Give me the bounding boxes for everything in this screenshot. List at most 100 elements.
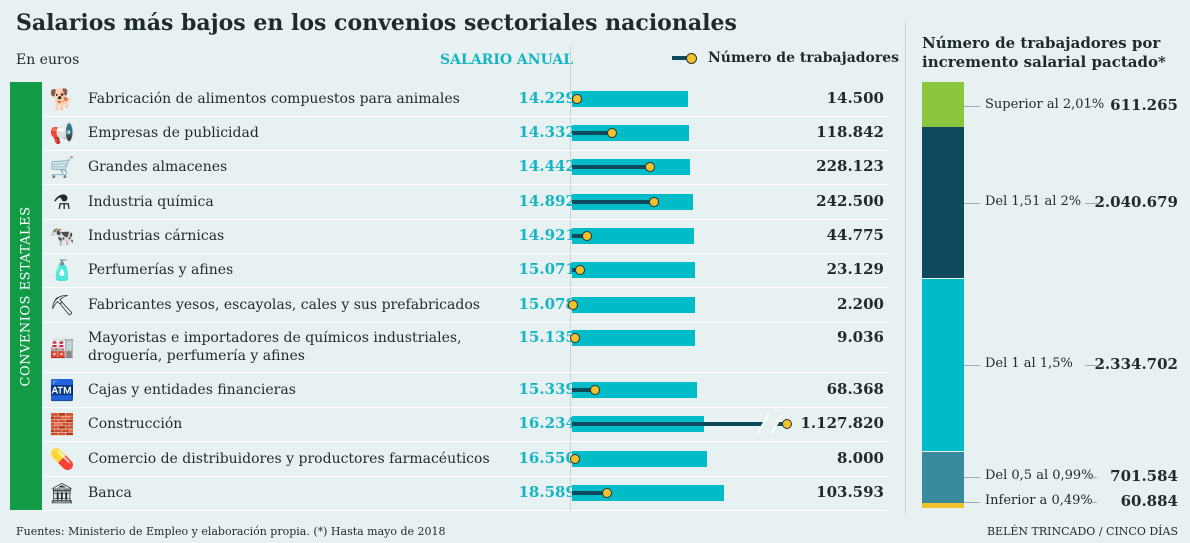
workers-line [572, 234, 588, 238]
table-row: 🏧 Cajas y entidades financieras 15.339,28 6… [42, 372, 888, 407]
workers-dot [582, 231, 593, 241]
row-label-line: Grandes almacenes [88, 159, 228, 175]
row-label: Fabricación de alimentos compuestos para… [88, 90, 460, 108]
salary-column-header: SALARIO ANUAL [440, 52, 574, 68]
value-leader [1085, 365, 1097, 366]
sources-footer: Fuentes: Ministerio de Empleo y elaborac… [16, 525, 446, 538]
workers-value: 1.127.820 [800, 414, 884, 432]
salary-bar [572, 91, 688, 107]
workers-line [572, 387, 596, 392]
row-label: Industria química [88, 193, 214, 211]
workers-value: 14.500 [826, 89, 884, 107]
workers-line [572, 491, 608, 495]
workers-value: 68.368 [826, 379, 884, 398]
row-label-line: Comercio de distribuidores y productores… [88, 450, 490, 467]
segment-value: 2.334.702 [1094, 355, 1178, 373]
segment-connector [964, 501, 980, 503]
workers-dot [571, 94, 582, 104]
chart-title: Salarios más bajos en los convenios sect… [16, 10, 737, 36]
row-label: Industrias cárnicas [88, 227, 224, 245]
stack-segment [922, 127, 964, 279]
stack-segment [922, 82, 964, 128]
row-label-line: Banca [88, 485, 132, 501]
row-label: Comercio de distribuidores y productores… [88, 450, 490, 468]
salary-bar [572, 296, 695, 313]
stack-segment [922, 278, 964, 452]
row-label-line: droguería, perfumería y afines [88, 348, 305, 364]
workers-dot [782, 419, 792, 429]
workers-dot [567, 299, 578, 310]
table-row: 🛒 Grandes almacenes 14.442,89 228.123 [42, 150, 888, 184]
shopping-cart-icon: 🛒 [49, 155, 75, 179]
side-label: CONVENIOS ESTATALES [18, 206, 34, 386]
row-separator [42, 219, 888, 220]
row-label: Perfumerías y afines [88, 261, 233, 279]
warehouse-icon: 🏭 [49, 335, 75, 359]
value-leader [1085, 202, 1097, 204]
row-label-line: Construcción [88, 416, 183, 432]
workers-dot [590, 384, 601, 395]
row-separator [42, 476, 888, 477]
stack-segment [922, 503, 964, 508]
table-row: ⛏ Fabricantes yesos, escayolas, cales y s… [42, 287, 888, 322]
credit: BELÉN TRINCADO / CINCO DÍAS [986, 525, 1178, 538]
workers-dot [569, 453, 580, 464]
segment-connector [964, 202, 980, 204]
trowel-bricks-icon: 🧱 [49, 412, 75, 436]
table-row: 🧴 Perfumerías y afines 15.071,36 23.129 [42, 253, 888, 287]
row-separator [42, 116, 888, 117]
workers-value: 103.593 [816, 483, 884, 501]
workers-value: 2.200 [837, 294, 884, 313]
table-row: 🐕 Fabricación de alimentos compuestos par… [42, 82, 888, 116]
cashier-icon: 🏧 [49, 377, 75, 402]
table-row: 📢 Empresas de publicidad 14.332,30 118.842 [42, 116, 888, 150]
workers-value: 8.000 [837, 448, 884, 467]
row-separator [42, 322, 888, 323]
salary-bar [572, 381, 697, 398]
segment-value: 611.265 [1110, 95, 1178, 114]
row-separator [42, 407, 888, 408]
workers-value: 9.036 [837, 328, 884, 346]
row-label: Empresas de publicidad [88, 124, 259, 142]
megaphone-icon: 📢 [49, 121, 75, 145]
row-label-line: Industria química [88, 193, 214, 210]
segment-value: 701.584 [1110, 467, 1178, 486]
dog-icon: 🐕 [49, 87, 75, 111]
salary-bar [572, 262, 695, 278]
segment-label: Del 1 al 1,5% [985, 356, 1073, 371]
workers-dot [574, 265, 585, 275]
segment-value: 2.040.679 [1094, 192, 1178, 211]
workers-dot [570, 333, 581, 343]
row-label: Grandes almacenes [88, 158, 227, 176]
row-separator [42, 253, 888, 254]
row-label: Cajas y entidades financieras [88, 381, 296, 399]
salary-bar [572, 330, 696, 346]
table-row: ⚗ Industria química 14.892,26 242.500 [42, 184, 888, 219]
unit-label: En euros [16, 52, 80, 68]
bank-icon: 🏛 [49, 481, 75, 505]
wheelbarrow-icon: ⛏ [49, 292, 75, 317]
segment-connector [964, 105, 980, 107]
side-band [10, 82, 42, 510]
right-chart-title: Número de trabajadores por incremento sa… [922, 34, 1166, 71]
segment-label: Superior al 2,01% [985, 96, 1105, 112]
cow-icon: 🐄 [49, 224, 75, 248]
row-separator [42, 150, 888, 151]
stack-segment [922, 451, 964, 504]
segment-label: Inferior a 0,49% [985, 492, 1093, 508]
workers-value: 44.775 [826, 226, 884, 244]
pill-icon: 💊 [49, 446, 75, 471]
row-label-line: Fabricantes yesos, escayolas, cales y su… [88, 296, 480, 313]
row-label-line: Mayoristas e importadores de químicos in… [88, 330, 462, 346]
row-separator [42, 441, 888, 442]
salary-bar [572, 228, 694, 244]
perfume-icon: 🧴 [49, 258, 75, 282]
workers-line [572, 422, 787, 426]
row-label: Construcción [88, 415, 182, 433]
workers-dot [602, 488, 613, 498]
row-separator [42, 287, 888, 288]
workers-line [572, 165, 650, 169]
workers-line [572, 131, 613, 135]
workers-dot [607, 128, 618, 138]
table-row: 🧱 Construcción 16.234,53 1.127.820 [42, 407, 888, 441]
